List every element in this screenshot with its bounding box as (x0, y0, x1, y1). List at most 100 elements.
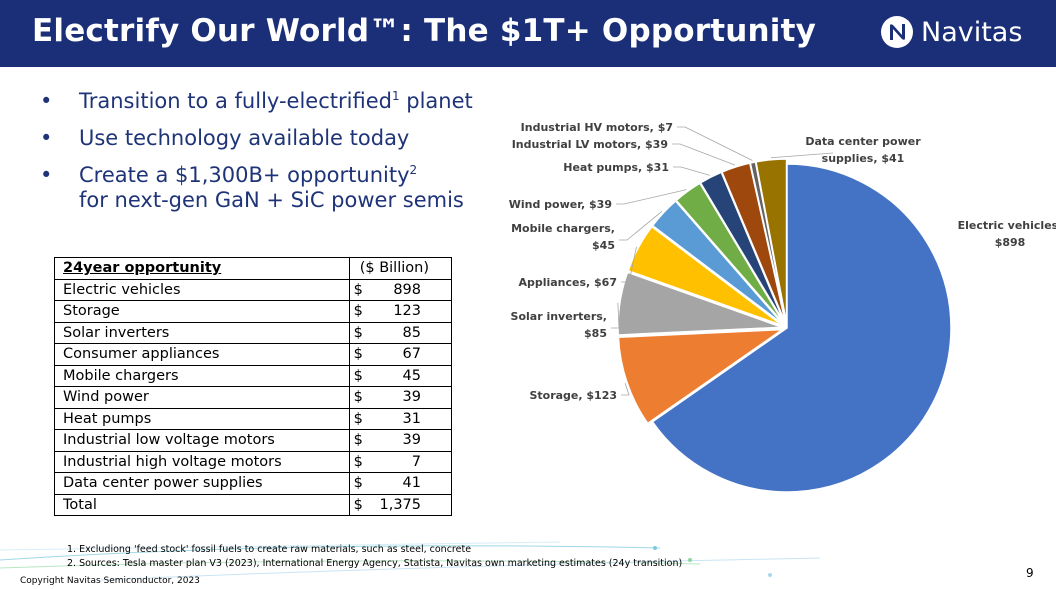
pie-data-label: Electric vehicles, $898 (958, 219, 1056, 249)
page-number: 9 (1026, 566, 1034, 580)
currency-symbol: $ (353, 281, 363, 298)
leader-line (616, 189, 687, 205)
row-label: Mobile chargers (54, 364, 350, 387)
bullet-text: Transition to a fully-electrified (79, 89, 392, 113)
pie-slice (627, 225, 784, 327)
brand-logo: Navitas (880, 15, 1022, 49)
bullet-item: • Transition to a fully-electrified1 plan… (40, 89, 510, 114)
row-label: Heat pumps (54, 407, 350, 430)
opportunity-pie-chart: Electric vehicles, $898 Storage, $123 Solar… (509, 121, 1056, 493)
bullet-item: • Create a $1,300B+ opportunity2 for next-… (40, 163, 510, 213)
bullet-text: Use technology available today (79, 126, 410, 150)
pie-slice (675, 182, 785, 325)
pie-data-label: Mobile chargers, $45 (511, 222, 615, 252)
table-row: Industrial low voltage motors $39 (54, 429, 453, 452)
row-value: 85 (402, 324, 421, 341)
row-label: Storage (54, 300, 350, 323)
pie-slice (651, 163, 952, 493)
pie-slice (755, 158, 788, 324)
pie-data-label: Industrial HV motors, $7 (521, 121, 673, 134)
currency-symbol: $ (353, 453, 363, 470)
row-label: Total (54, 493, 350, 516)
table-row: Data center power supplies $41 (54, 472, 453, 495)
row-label: Consumer appliances (54, 343, 350, 366)
pie-slice (617, 328, 785, 425)
footnotes: 1. Excludiong 'feed stock' fossil fuels … (67, 543, 682, 570)
table-row: Electric vehicles $898 (54, 278, 453, 301)
copyright-notice: Copyright Navitas Semiconductor, 2023 (20, 576, 200, 586)
title-bar: Electrify Our World™: The $1T+ Opportuni… (0, 0, 1056, 67)
bullet-dot: • (40, 89, 53, 113)
bullet-text-line2: for next-gen GaN + SiC power semis (79, 188, 464, 212)
row-value: 1,375 (379, 496, 421, 513)
footnote-1: 1. Excludiong 'feed stock' fossil fuels … (67, 544, 472, 555)
bullet-list: • Transition to a fully-electrified1 plan… (40, 89, 510, 225)
table-header-row: 24year opportunity ($ Billion) (54, 257, 453, 280)
brand-name: Navitas (921, 16, 1023, 48)
row-label: Data center power supplies (54, 472, 350, 495)
table-row: Total $1,375 (54, 493, 453, 516)
currency-symbol: $ (353, 303, 363, 320)
opportunity-table: 24year opportunity ($ Billion) Electric … (54, 257, 453, 516)
table-header-label: 24year opportunity (63, 260, 222, 277)
leader-line (673, 166, 710, 176)
leader-line (621, 246, 637, 283)
table-row: Heat pumps $31 (54, 407, 453, 430)
currency-symbol: $ (353, 410, 363, 427)
pie-data-label: Solar inverters, $85 (511, 310, 607, 340)
footnote-ref: 2 (409, 163, 418, 177)
leader-line (619, 211, 663, 241)
pie-data-label: Data center power supplies, $41 (805, 135, 921, 165)
currency-symbol: $ (353, 432, 363, 449)
pie-data-label: Appliances, $67 (518, 276, 617, 289)
leader-line (677, 126, 753, 161)
currency-symbol: $ (353, 496, 363, 513)
bullet-text-tail: planet (399, 89, 473, 113)
currency-symbol: $ (353, 324, 363, 341)
row-label: Wind power (54, 386, 350, 409)
footnote-ref: 1 (391, 89, 400, 103)
table-row: Wind power $39 (54, 386, 453, 409)
row-label: Solar inverters (54, 321, 350, 344)
row-label: Industrial low voltage motors (54, 429, 350, 452)
row-value: 31 (402, 410, 421, 427)
table-row: Consumer appliances $67 (54, 343, 453, 366)
leader-line (621, 382, 630, 396)
currency-symbol: $ (353, 389, 363, 406)
row-value: 7 (411, 453, 421, 470)
row-label: Electric vehicles (54, 278, 350, 301)
table-row: Solar inverters $85 (54, 321, 453, 344)
currency-symbol: $ (353, 367, 363, 384)
footnote-2: 2. Sources: Tesla master plan V3 (2023),… (67, 557, 683, 569)
row-label: Industrial high voltage motors (54, 450, 350, 473)
table-header-unit: ($ Billion) (359, 260, 429, 277)
row-value: 41 (402, 475, 421, 492)
bullet-dot: • (40, 163, 53, 187)
decorative-network-lines (0, 541, 821, 581)
slide-title: Electrify Our World™: The $1T+ Opportuni… (32, 13, 817, 49)
pie-slice (699, 171, 786, 324)
table-row: Mobile chargers $45 (54, 364, 453, 387)
table-row: Industrial high voltage motors $7 (54, 450, 453, 473)
pie-slice (617, 271, 783, 336)
currency-symbol: $ (353, 475, 363, 492)
pie-data-label: Industrial LV motors, $39 (512, 138, 668, 151)
currency-symbol: $ (353, 346, 363, 363)
row-value: 39 (402, 432, 421, 449)
pie-slice (651, 199, 784, 326)
row-value: 45 (402, 367, 421, 384)
table-row: Storage $123 (54, 300, 453, 323)
bullet-dot: • (40, 126, 53, 150)
pie-data-label: Heat pumps, $31 (563, 161, 669, 174)
bullet-text: Create a $1,300B+ opportunity (79, 163, 410, 187)
row-value: 39 (402, 389, 421, 406)
navitas-logo-icon (881, 16, 913, 48)
pie-data-label: Storage, $123 (529, 389, 617, 402)
bullet-item: • Use technology available today (40, 126, 510, 151)
leader-line (770, 152, 834, 159)
leader-line (672, 143, 736, 166)
row-value: 67 (402, 346, 421, 363)
row-value: 123 (393, 303, 421, 320)
pie-data-label: Wind power, $39 (509, 198, 612, 211)
leader-line (611, 302, 620, 329)
